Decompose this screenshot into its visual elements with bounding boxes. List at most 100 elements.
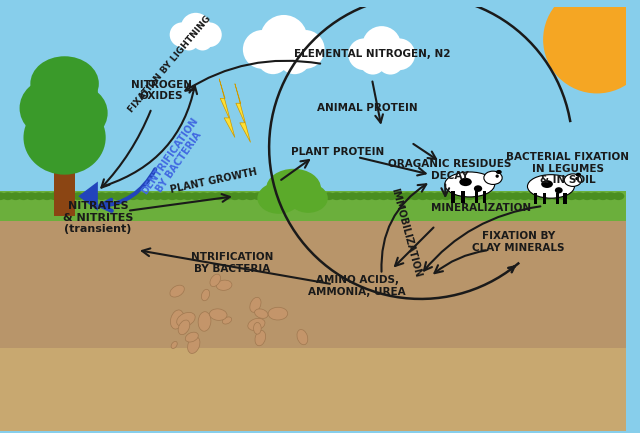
Ellipse shape [72, 192, 84, 200]
Ellipse shape [18, 192, 29, 200]
Ellipse shape [80, 192, 92, 200]
Ellipse shape [49, 74, 98, 113]
Bar [563, 193, 566, 204]
Ellipse shape [111, 192, 124, 200]
FancyArrowPatch shape [424, 207, 540, 271]
FancyArrowPatch shape [413, 144, 436, 159]
Bar [451, 191, 455, 203]
Ellipse shape [409, 192, 420, 200]
Ellipse shape [2, 192, 13, 200]
Polygon shape [220, 79, 235, 138]
Ellipse shape [503, 192, 515, 200]
Ellipse shape [188, 336, 200, 353]
Circle shape [257, 42, 289, 74]
Circle shape [286, 30, 324, 69]
FancyArrowPatch shape [381, 184, 426, 272]
Ellipse shape [57, 192, 68, 200]
Text: ORAGANIC RESIDUES
DECAY: ORAGANIC RESIDUES DECAY [388, 159, 512, 181]
Ellipse shape [30, 56, 99, 111]
Bar [0, 348, 627, 431]
Circle shape [360, 48, 386, 74]
Ellipse shape [511, 192, 523, 200]
Ellipse shape [209, 309, 227, 320]
Ellipse shape [527, 192, 538, 200]
Ellipse shape [177, 312, 195, 326]
FancyArrowPatch shape [142, 249, 330, 284]
Ellipse shape [170, 310, 184, 329]
Circle shape [495, 174, 499, 178]
Ellipse shape [300, 192, 311, 200]
FancyArrowPatch shape [100, 169, 156, 211]
Bar [556, 193, 559, 204]
FancyArrowPatch shape [360, 158, 426, 175]
Ellipse shape [573, 192, 585, 200]
Ellipse shape [550, 192, 562, 200]
Bar [483, 191, 486, 203]
Ellipse shape [253, 323, 261, 334]
Ellipse shape [210, 274, 221, 287]
Circle shape [575, 177, 579, 180]
Circle shape [383, 39, 415, 70]
Ellipse shape [96, 192, 108, 200]
Ellipse shape [394, 192, 405, 200]
Ellipse shape [221, 192, 233, 200]
Bar [461, 191, 465, 203]
Ellipse shape [323, 192, 335, 200]
Ellipse shape [255, 330, 266, 346]
Ellipse shape [370, 192, 381, 200]
Ellipse shape [135, 192, 147, 200]
Ellipse shape [589, 192, 601, 200]
Ellipse shape [0, 192, 6, 200]
Circle shape [362, 26, 401, 65]
Ellipse shape [448, 192, 460, 200]
Text: FIXATION BY LIGHTNING: FIXATION BY LIGHTNING [126, 14, 212, 114]
Ellipse shape [260, 192, 272, 200]
Ellipse shape [216, 280, 232, 291]
Ellipse shape [440, 192, 452, 200]
Ellipse shape [250, 297, 261, 312]
Ellipse shape [31, 77, 86, 120]
Ellipse shape [202, 289, 209, 301]
Text: AMINO ACIDS,
AMMONIA, UREA: AMINO ACIDS, AMMONIA, UREA [308, 275, 406, 297]
Ellipse shape [268, 307, 288, 320]
Ellipse shape [186, 332, 198, 342]
Ellipse shape [182, 192, 194, 200]
FancyArrowPatch shape [101, 111, 150, 187]
Ellipse shape [213, 192, 225, 200]
Ellipse shape [284, 192, 296, 200]
Ellipse shape [534, 192, 546, 200]
Ellipse shape [252, 192, 264, 200]
Bar [0, 7, 627, 236]
Ellipse shape [355, 192, 366, 200]
Ellipse shape [346, 192, 358, 200]
Ellipse shape [190, 192, 202, 200]
Ellipse shape [495, 192, 507, 200]
FancyArrowPatch shape [442, 184, 449, 196]
Ellipse shape [178, 320, 190, 335]
Text: IMMOBILIZATION: IMMOBILIZATION [389, 187, 423, 278]
Ellipse shape [166, 192, 178, 200]
Ellipse shape [496, 170, 502, 174]
Ellipse shape [339, 192, 350, 200]
Ellipse shape [479, 192, 492, 200]
Ellipse shape [198, 192, 209, 200]
Ellipse shape [518, 192, 531, 200]
Ellipse shape [205, 192, 217, 200]
Circle shape [348, 39, 380, 70]
Ellipse shape [289, 184, 328, 213]
Ellipse shape [257, 182, 300, 214]
Ellipse shape [612, 192, 625, 200]
Ellipse shape [566, 192, 577, 200]
Ellipse shape [581, 192, 593, 200]
Bar [54, 138, 76, 216]
Ellipse shape [41, 192, 53, 200]
FancyArrowPatch shape [372, 81, 383, 123]
FancyArrowPatch shape [435, 250, 486, 273]
Bar [0, 236, 627, 431]
Ellipse shape [244, 192, 257, 200]
Ellipse shape [248, 318, 265, 330]
Text: BACTERIAL FIXATION
IN LEGUMES
& IN SOIL: BACTERIAL FIXATION IN LEGUMES & IN SOIL [506, 152, 629, 185]
FancyArrowPatch shape [130, 194, 230, 210]
Text: FIXATION BY
CLAY MINERALS: FIXATION BY CLAY MINERALS [472, 231, 565, 253]
Ellipse shape [170, 285, 184, 297]
